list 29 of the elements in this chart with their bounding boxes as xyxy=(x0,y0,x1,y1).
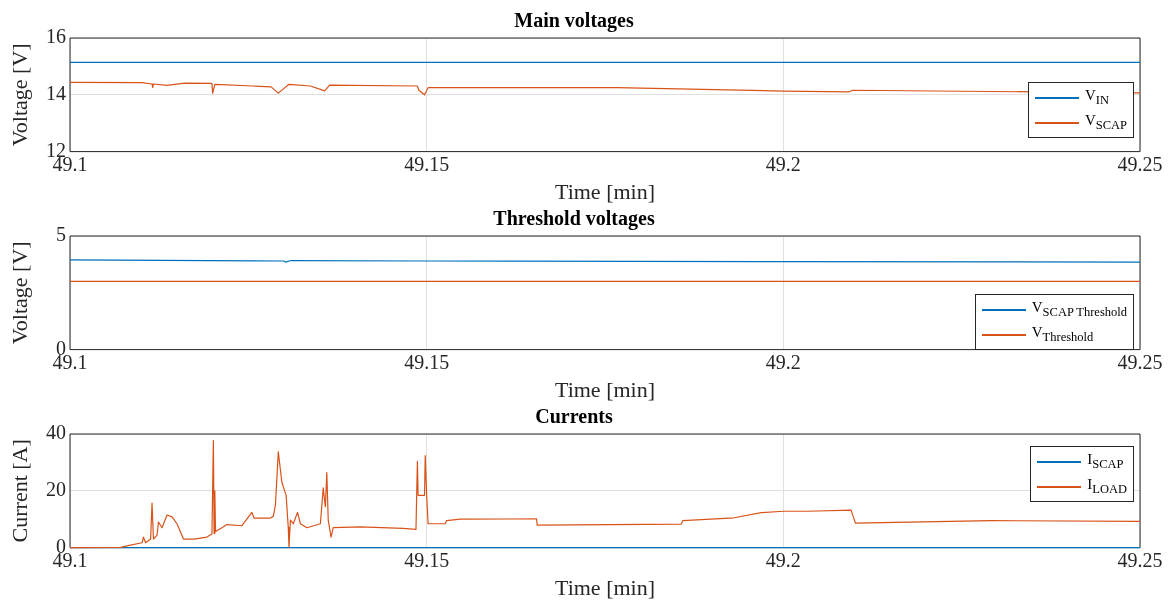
y-tick-label: 14 xyxy=(46,82,66,105)
x-tick-label: 49.25 xyxy=(1117,350,1163,373)
x-tick-label: 49.2 xyxy=(765,548,801,571)
x-axis-title: Time [min] xyxy=(554,574,656,600)
chart-title: Currents xyxy=(535,405,613,428)
legend-label: I$_{LOAD}$ xyxy=(1087,475,1127,498)
x-tick-label: 49.15 xyxy=(404,350,450,373)
x-tick-label: 49.25 xyxy=(1117,152,1163,175)
x-tick-label: 49.2 xyxy=(765,350,801,373)
y-axis-title: Voltage [V] xyxy=(6,43,32,147)
y-axis-title: Current [A] xyxy=(6,439,32,543)
legend-label: V$_{IN}$ xyxy=(1084,86,1109,109)
legend-label: V$_{SCAP}$ xyxy=(1084,111,1127,134)
x-tick-label: 49.15 xyxy=(404,548,450,571)
legend-label: I$_{SCAP}$ xyxy=(1087,450,1124,473)
y-tick-label: 20 xyxy=(46,478,66,501)
x-tick-label: 49.2 xyxy=(765,152,801,175)
y-tick-label: 16 xyxy=(46,25,66,48)
x-tick-label: 49.25 xyxy=(1117,548,1163,571)
y-tick-label: 40 xyxy=(46,421,66,444)
y-tick-label: 5 xyxy=(56,223,66,246)
chart-title: Main voltages xyxy=(514,9,634,33)
y-axis-title: Voltage [V] xyxy=(6,241,32,345)
chart-title: Threshold voltages xyxy=(493,207,655,231)
x-tick-label: 49.15 xyxy=(404,152,450,175)
legend-label: V$_{SCAP Threshold}$ xyxy=(1031,298,1127,321)
x-axis-title: Time [min] xyxy=(554,376,656,402)
legend-label: V$_{Threshold}$ xyxy=(1031,323,1094,346)
x-axis-title: Time [min] xyxy=(554,178,656,204)
